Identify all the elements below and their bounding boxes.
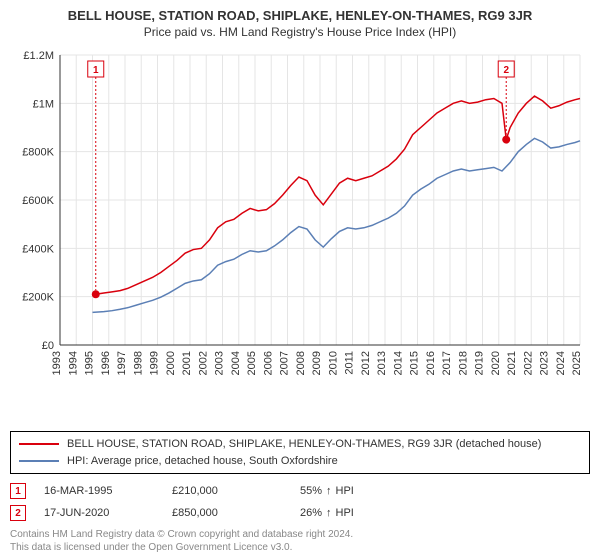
svg-text:1998: 1998 — [132, 351, 144, 375]
sale-row-1: 1 16-MAR-1995 £210,000 55%↑HPI — [10, 480, 590, 502]
legend-item-1: HPI: Average price, detached house, Sout… — [19, 453, 581, 470]
svg-text:2007: 2007 — [279, 351, 291, 375]
svg-text:1995: 1995 — [84, 351, 96, 375]
svg-text:£200K: £200K — [22, 292, 54, 304]
svg-text:2002: 2002 — [197, 351, 209, 375]
svg-text:1996: 1996 — [100, 351, 112, 375]
svg-text:2017: 2017 — [441, 351, 453, 375]
svg-text:2006: 2006 — [262, 351, 274, 375]
svg-text:2022: 2022 — [522, 351, 534, 375]
svg-text:2019: 2019 — [474, 351, 486, 375]
marker-dot-1 — [92, 290, 100, 298]
legend-label: BELL HOUSE, STATION ROAD, SHIPLAKE, HENL… — [67, 436, 541, 453]
svg-text:2013: 2013 — [376, 351, 388, 375]
sale-price: £850,000 — [172, 507, 282, 519]
footer-line-1: Contains HM Land Registry data © Crown c… — [10, 528, 590, 541]
marker-dot-2 — [502, 136, 510, 144]
svg-text:£600K: £600K — [22, 195, 54, 207]
arrow-up-icon: ↑ — [326, 507, 332, 519]
svg-text:2005: 2005 — [246, 351, 258, 375]
svg-text:£1M: £1M — [33, 98, 54, 110]
svg-text:£800K: £800K — [22, 147, 54, 159]
svg-text:2018: 2018 — [457, 351, 469, 375]
svg-text:2015: 2015 — [409, 351, 421, 375]
sale-marker-box: 2 — [10, 505, 26, 521]
sale-date: 17-JUN-2020 — [44, 507, 154, 519]
svg-text:2010: 2010 — [327, 351, 339, 375]
chart-container: BELL HOUSE, STATION ROAD, SHIPLAKE, HENL… — [0, 0, 600, 560]
svg-text:2008: 2008 — [295, 351, 307, 375]
chart-plot-area: £0 £200K £400K £600K £800K £1M £1.2M 1993 1994 19… — [10, 45, 590, 425]
svg-text:1993: 1993 — [51, 351, 63, 375]
sale-hpi-delta: 26%↑HPI — [300, 507, 354, 519]
svg-text:1994: 1994 — [67, 351, 79, 375]
legend-swatch — [19, 443, 59, 445]
svg-text:1999: 1999 — [149, 351, 161, 375]
svg-text:2004: 2004 — [230, 351, 242, 375]
svg-text:1997: 1997 — [116, 351, 128, 375]
sale-row-2: 2 17-JUN-2020 £850,000 26%↑HPI — [10, 502, 590, 524]
svg-text:1: 1 — [93, 65, 99, 76]
sale-hpi-delta: 55%↑HPI — [300, 485, 354, 497]
chart-subtitle: Price paid vs. HM Land Registry's House … — [10, 25, 590, 39]
svg-text:2000: 2000 — [165, 351, 177, 375]
sale-date: 16-MAR-1995 — [44, 485, 154, 497]
series-property — [96, 96, 580, 294]
svg-text:2025: 2025 — [571, 351, 583, 375]
sale-price: £210,000 — [172, 485, 282, 497]
footer-line-2: This data is licensed under the Open Gov… — [10, 541, 590, 554]
svg-text:2012: 2012 — [360, 351, 372, 375]
line-chart-svg: £0 £200K £400K £600K £800K £1M £1.2M 1993 1994 19… — [10, 45, 590, 385]
svg-text:2016: 2016 — [425, 351, 437, 375]
svg-text:2003: 2003 — [214, 351, 226, 375]
svg-text:£400K: £400K — [22, 243, 54, 255]
svg-text:2014: 2014 — [392, 351, 404, 375]
legend-box: BELL HOUSE, STATION ROAD, SHIPLAKE, HENL… — [10, 431, 590, 474]
arrow-up-icon: ↑ — [326, 485, 332, 497]
svg-text:£1.2M: £1.2M — [23, 50, 54, 62]
legend-item-0: BELL HOUSE, STATION ROAD, SHIPLAKE, HENL… — [19, 436, 581, 453]
footer-attribution: Contains HM Land Registry data © Crown c… — [10, 528, 590, 554]
svg-text:2011: 2011 — [344, 351, 356, 375]
svg-text:2020: 2020 — [490, 351, 502, 375]
svg-text:2001: 2001 — [181, 351, 193, 375]
sales-table: 1 16-MAR-1995 £210,000 55%↑HPI 2 17-JUN-2020 £… — [10, 480, 590, 524]
svg-text:2021: 2021 — [506, 351, 518, 375]
svg-text:2009: 2009 — [311, 351, 323, 375]
svg-text:£0: £0 — [42, 340, 54, 352]
legend-swatch — [19, 460, 59, 462]
sale-marker-box: 1 — [10, 483, 26, 499]
svg-text:2023: 2023 — [539, 351, 551, 375]
legend-label: HPI: Average price, detached house, Sout… — [67, 453, 338, 470]
svg-text:2: 2 — [503, 65, 509, 76]
chart-title: BELL HOUSE, STATION ROAD, SHIPLAKE, HENL… — [10, 8, 590, 23]
svg-text:2024: 2024 — [555, 351, 567, 375]
